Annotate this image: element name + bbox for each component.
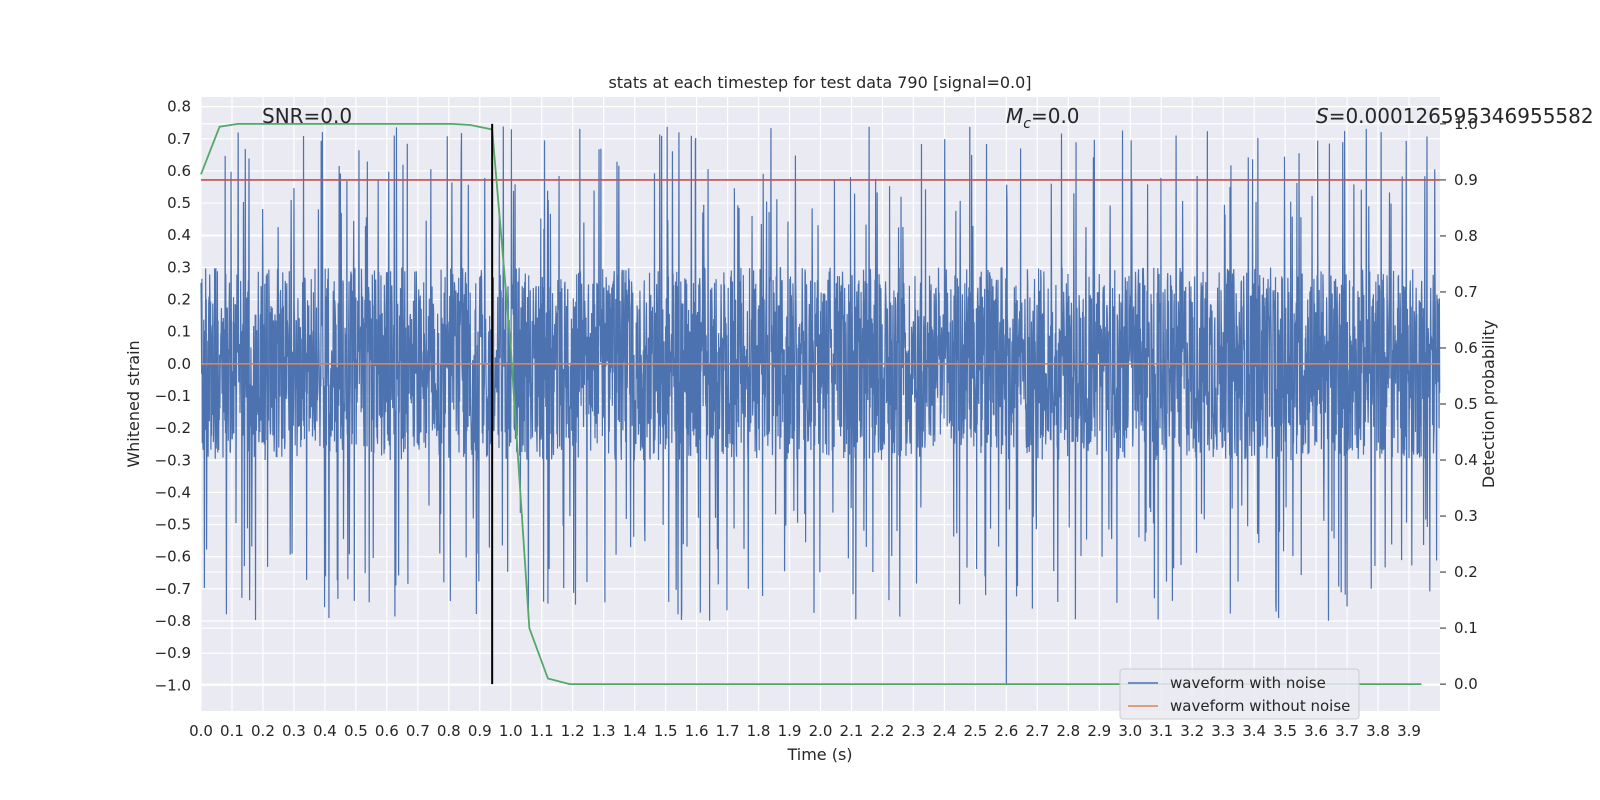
y-tick-label: −0.1 xyxy=(155,387,191,405)
x-axis: 0.0 0.1 0.2 0.3 0.4 0.5 0.6 0.7 0.8 0.9 1.0 1.1 1.2 1… xyxy=(189,722,1421,740)
x-tick-label: 3.9 xyxy=(1397,722,1421,740)
x-tick-label: 0.9 xyxy=(468,722,492,740)
chirp-mass-value: =0.0 xyxy=(1031,104,1080,128)
x-tick-label: 2.9 xyxy=(1087,722,1111,740)
x-tick-label: 1.8 xyxy=(747,722,771,740)
x-tick-label: 3.7 xyxy=(1335,722,1359,740)
legend-box xyxy=(1119,668,1360,720)
x-tick-label: 1.9 xyxy=(778,722,802,740)
s-annotation: S=0.000126595346955582 xyxy=(1316,104,1594,128)
y-axis-label: Whitened strain xyxy=(124,340,143,467)
x-tick-label: 0.6 xyxy=(375,722,399,740)
y-tick-label: 0.2 xyxy=(167,291,191,309)
y-tick-label: −0.7 xyxy=(155,580,191,598)
s-symbol: S xyxy=(1316,104,1329,128)
x-tick-label: 3.3 xyxy=(1211,722,1235,740)
y-tick-label: −1.0 xyxy=(155,676,191,694)
y-tick-label: −0.8 xyxy=(155,612,191,630)
y2-tick-label: 0.8 xyxy=(1454,227,1478,245)
y-tick-label: −0.2 xyxy=(155,419,191,437)
y-tick-label: −0.3 xyxy=(155,451,191,469)
overlay-series xyxy=(200,122,1440,686)
x-tick-label: 1.0 xyxy=(499,722,523,740)
x-tick-label: 2.2 xyxy=(871,722,895,740)
x-tick-label: 3.2 xyxy=(1180,722,1204,740)
x-tick-label: 3.5 xyxy=(1273,722,1297,740)
y2-axis: 1.0 0.9 0.8 0.7 0.6 0.5 0.4 0.3 0.2 0.1 0.0 xyxy=(1440,115,1478,693)
x-tick-label: 0.4 xyxy=(313,722,337,740)
y-tick-label: 0.5 xyxy=(167,194,191,212)
x-tick-label: 1.5 xyxy=(654,722,678,740)
x-tick-label: 3.6 xyxy=(1304,722,1328,740)
s-value: =0.00012659534695558 xyxy=(1329,104,1581,128)
x-tick-label: 0.2 xyxy=(251,722,275,740)
waveform-with-noise-series xyxy=(200,126,1441,686)
y2-tick-label: 0.5 xyxy=(1454,395,1478,413)
y-tick-label: 0.8 xyxy=(167,98,191,116)
x-tick-label: 0.5 xyxy=(344,722,368,740)
y2-tick-label: 0.7 xyxy=(1454,283,1478,301)
x-tick-label: 3.1 xyxy=(1149,722,1173,740)
s-value-end: 2 xyxy=(1581,104,1594,128)
y2-tick-label: 0.6 xyxy=(1454,339,1478,357)
x-axis-label: Time (s) xyxy=(786,745,852,764)
y2-axis-label: Detection probability xyxy=(1479,320,1498,488)
x-tick-label: 0.3 xyxy=(282,722,306,740)
y2-tick-label: 0.0 xyxy=(1454,675,1478,693)
x-tick-label: 0.1 xyxy=(220,722,244,740)
y-tick-label: −0.5 xyxy=(155,516,191,534)
x-tick-label: 2.6 xyxy=(994,722,1018,740)
y-tick-label: 0.4 xyxy=(167,226,191,244)
x-tick-label: 3.0 xyxy=(1118,722,1142,740)
x-tick-label: 2.7 xyxy=(1025,722,1049,740)
y2-tick-label: 0.4 xyxy=(1454,451,1478,469)
y-tick-label: 0.3 xyxy=(167,258,191,276)
y-tick-label: −0.4 xyxy=(155,483,191,501)
snr-annotation: SNR=0.0 xyxy=(262,104,352,128)
x-tick-label: 3.4 xyxy=(1242,722,1266,740)
chirp-mass-subscript: c xyxy=(1023,116,1031,132)
y2-tick-label: 1.0 xyxy=(1454,115,1478,133)
y-axis: 0.8 0.7 0.6 0.5 0.4 0.3 0.2 0.1 0.0 −0.1 −0.2 −0.3 −… xyxy=(155,98,191,695)
x-tick-label: 1.3 xyxy=(592,722,616,740)
waveform-with-noise-line xyxy=(200,126,1441,686)
y2-tick-label: 0.3 xyxy=(1454,507,1478,525)
x-tick-label: 3.8 xyxy=(1366,722,1390,740)
y-tick-label: 0.6 xyxy=(167,162,191,180)
y2-tick-label: 0.9 xyxy=(1454,171,1478,189)
y-tick-label: 0.0 xyxy=(167,355,191,373)
legend-label-waveform-without-noise: waveform without noise xyxy=(1170,697,1350,715)
legend: waveform with noise waveform without noi… xyxy=(1119,668,1360,720)
y2-tick-label: 0.2 xyxy=(1454,563,1478,581)
detection-probability-line xyxy=(200,122,1422,686)
x-tick-label: 1.6 xyxy=(685,722,709,740)
y-tick-label: 0.7 xyxy=(167,130,191,148)
legend-label-waveform-with-noise: waveform with noise xyxy=(1170,674,1326,692)
y-tick-label: 0.1 xyxy=(167,323,191,341)
chirp-mass-symbol: M xyxy=(1006,104,1023,128)
y-tick-label: −0.6 xyxy=(155,548,191,566)
x-tick-label: 1.2 xyxy=(561,722,585,740)
x-tick-label: 1.7 xyxy=(716,722,740,740)
x-tick-label: 1.1 xyxy=(530,722,554,740)
x-tick-label: 2.0 xyxy=(809,722,833,740)
x-tick-label: 0.7 xyxy=(406,722,430,740)
chart-title: stats at each timestep for test data 790… xyxy=(608,73,1031,92)
x-tick-label: 2.5 xyxy=(963,722,987,740)
chirp-mass-annotation: Mc=0.0 xyxy=(1006,104,1080,132)
y2-tick-label: 0.1 xyxy=(1454,619,1478,637)
x-tick-label: 2.4 xyxy=(932,722,956,740)
x-tick-label: 2.1 xyxy=(840,722,864,740)
x-tick-label: 2.8 xyxy=(1056,722,1080,740)
x-tick-label: 1.4 xyxy=(623,722,647,740)
x-tick-label: 0.8 xyxy=(437,722,461,740)
y-tick-label: −0.9 xyxy=(155,644,191,662)
x-tick-label: 0.0 xyxy=(189,722,213,740)
x-tick-label: 2.3 xyxy=(901,722,925,740)
